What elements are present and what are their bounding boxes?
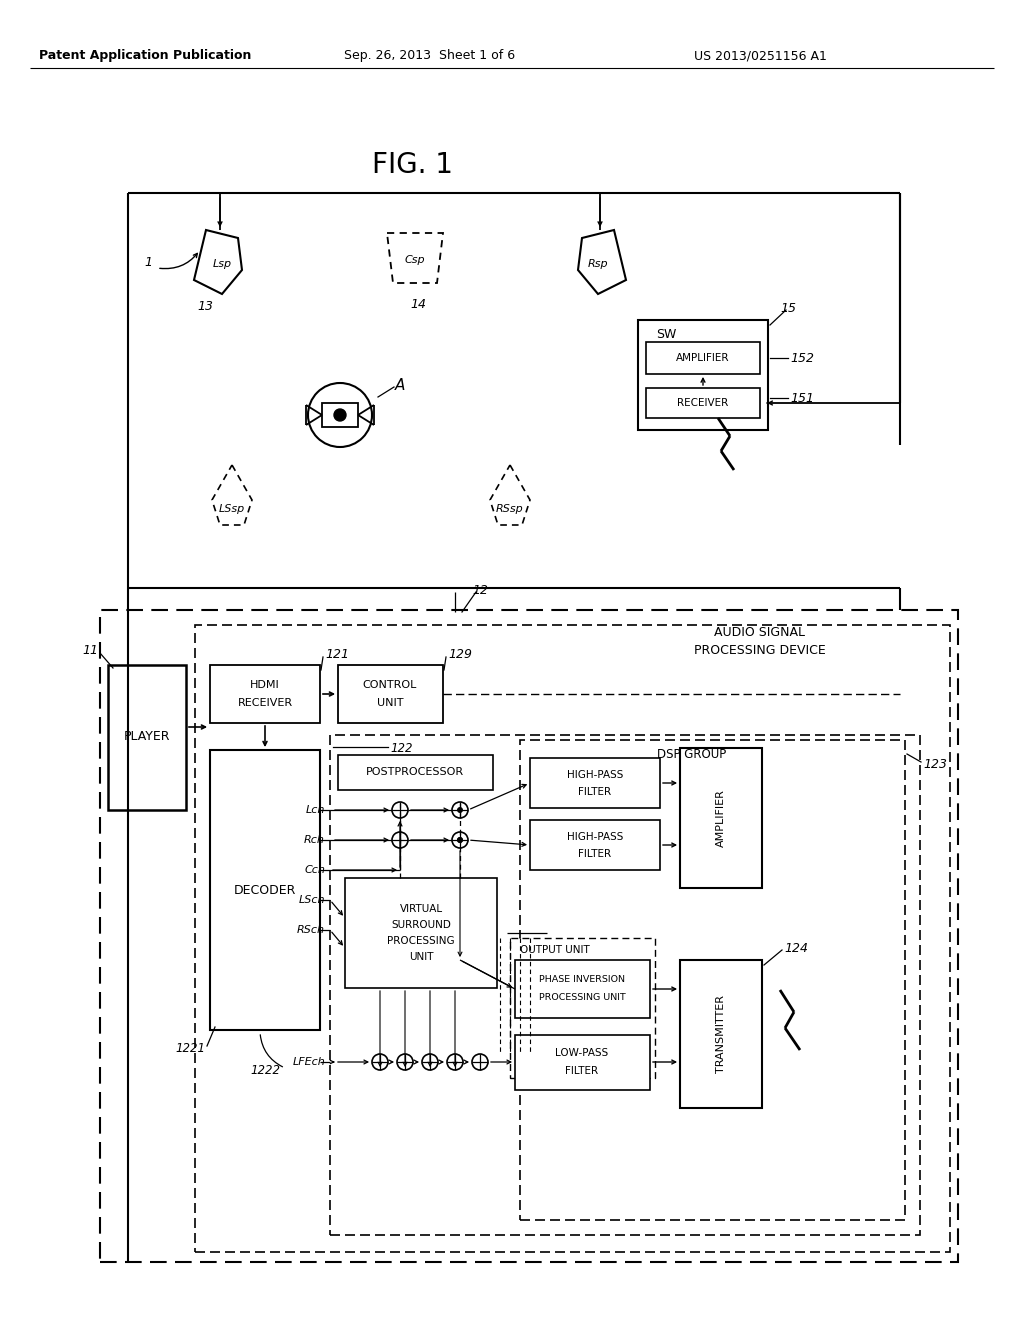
Text: RECEIVER: RECEIVER — [677, 399, 729, 408]
Text: 11: 11 — [82, 644, 98, 657]
Text: FILTER: FILTER — [565, 1067, 599, 1076]
Circle shape — [334, 409, 346, 421]
Text: Rsp: Rsp — [588, 259, 608, 269]
Bar — [210, 750, 319, 1030]
Bar — [338, 665, 443, 723]
Text: PROCESSING UNIT: PROCESSING UNIT — [539, 994, 626, 1002]
Bar — [520, 741, 905, 1220]
Bar — [515, 1035, 650, 1090]
Text: 124: 124 — [784, 941, 808, 954]
Bar — [322, 403, 358, 426]
Bar — [108, 665, 186, 810]
Text: PROCESSING DEVICE: PROCESSING DEVICE — [694, 644, 826, 656]
Text: 13: 13 — [197, 300, 213, 313]
Text: 12: 12 — [472, 583, 488, 597]
Circle shape — [457, 807, 463, 813]
Text: Sep. 26, 2013  Sheet 1 of 6: Sep. 26, 2013 Sheet 1 of 6 — [344, 49, 515, 62]
Circle shape — [457, 837, 463, 843]
Text: 121: 121 — [325, 648, 349, 661]
Text: AMPLIFIER: AMPLIFIER — [676, 352, 730, 363]
Text: A: A — [395, 378, 406, 392]
Text: 15: 15 — [780, 301, 796, 314]
Text: FIG. 1: FIG. 1 — [372, 150, 453, 180]
Text: Rch: Rch — [304, 836, 325, 845]
Text: RSsp: RSsp — [496, 504, 524, 513]
Text: 1222: 1222 — [250, 1064, 280, 1077]
Text: PROCESSING: PROCESSING — [387, 936, 455, 946]
Text: PLAYER: PLAYER — [124, 730, 170, 743]
Text: 14: 14 — [410, 298, 426, 312]
Text: LSch: LSch — [299, 895, 325, 906]
Bar — [338, 755, 493, 789]
Text: FILTER: FILTER — [579, 849, 611, 859]
Text: AMPLIFIER: AMPLIFIER — [716, 789, 726, 847]
Bar — [345, 878, 497, 987]
Text: Cch: Cch — [304, 865, 325, 875]
Text: UNIT: UNIT — [409, 952, 433, 962]
Text: Patent Application Publication: Patent Application Publication — [39, 49, 251, 62]
Text: DECODER: DECODER — [233, 883, 296, 896]
Text: UNIT: UNIT — [377, 698, 403, 708]
Text: LFEch: LFEch — [292, 1057, 325, 1067]
Text: 1221: 1221 — [175, 1041, 205, 1055]
Bar — [680, 960, 762, 1107]
Text: US 2013/0251156 A1: US 2013/0251156 A1 — [693, 49, 826, 62]
Text: 129: 129 — [449, 648, 472, 661]
Text: FILTER: FILTER — [579, 787, 611, 797]
Bar — [638, 319, 768, 430]
Text: 151: 151 — [790, 392, 814, 404]
Bar — [210, 665, 319, 723]
Bar — [195, 624, 950, 1251]
Text: VIRTUAL: VIRTUAL — [399, 904, 442, 913]
Text: LSsp: LSsp — [219, 504, 245, 513]
Text: RSch: RSch — [297, 925, 325, 935]
Bar — [515, 960, 650, 1018]
Text: AUDIO SIGNAL: AUDIO SIGNAL — [715, 626, 806, 639]
Text: 122: 122 — [390, 742, 413, 755]
Text: OUTPUT UNIT: OUTPUT UNIT — [520, 945, 590, 954]
Text: HDMI: HDMI — [250, 680, 280, 690]
Text: HIGH-PASS: HIGH-PASS — [567, 832, 624, 842]
Text: RECEIVER: RECEIVER — [238, 698, 293, 708]
Bar — [510, 939, 655, 1078]
Text: CONTROL: CONTROL — [362, 680, 417, 690]
Text: TRANSMITTER: TRANSMITTER — [716, 995, 726, 1073]
Bar — [530, 758, 660, 808]
Bar — [100, 610, 958, 1262]
Text: 152: 152 — [790, 351, 814, 364]
Bar — [646, 342, 760, 374]
Text: Lch: Lch — [305, 805, 325, 814]
Text: SW: SW — [656, 327, 677, 341]
Text: Lsp: Lsp — [212, 259, 231, 269]
Circle shape — [457, 837, 463, 843]
Text: PHASE INVERSION: PHASE INVERSION — [539, 975, 625, 985]
Bar — [330, 735, 920, 1236]
Text: 1: 1 — [144, 256, 152, 268]
Text: Csp: Csp — [404, 255, 425, 265]
Text: POSTPROCESSOR: POSTPROCESSOR — [366, 767, 464, 777]
Bar — [680, 748, 762, 888]
Text: LOW-PASS: LOW-PASS — [555, 1048, 608, 1059]
Text: 123: 123 — [923, 758, 947, 771]
Bar — [646, 388, 760, 418]
Text: DSP GROUP: DSP GROUP — [657, 747, 727, 760]
Bar — [530, 820, 660, 870]
Text: SURROUND: SURROUND — [391, 920, 451, 931]
Text: HIGH-PASS: HIGH-PASS — [567, 770, 624, 780]
